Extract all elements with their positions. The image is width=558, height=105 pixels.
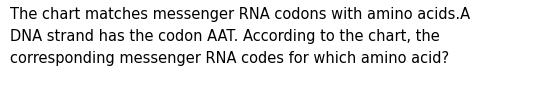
Text: The chart matches messenger RNA codons with amino acids.A
DNA strand has the cod: The chart matches messenger RNA codons w…: [10, 7, 470, 66]
